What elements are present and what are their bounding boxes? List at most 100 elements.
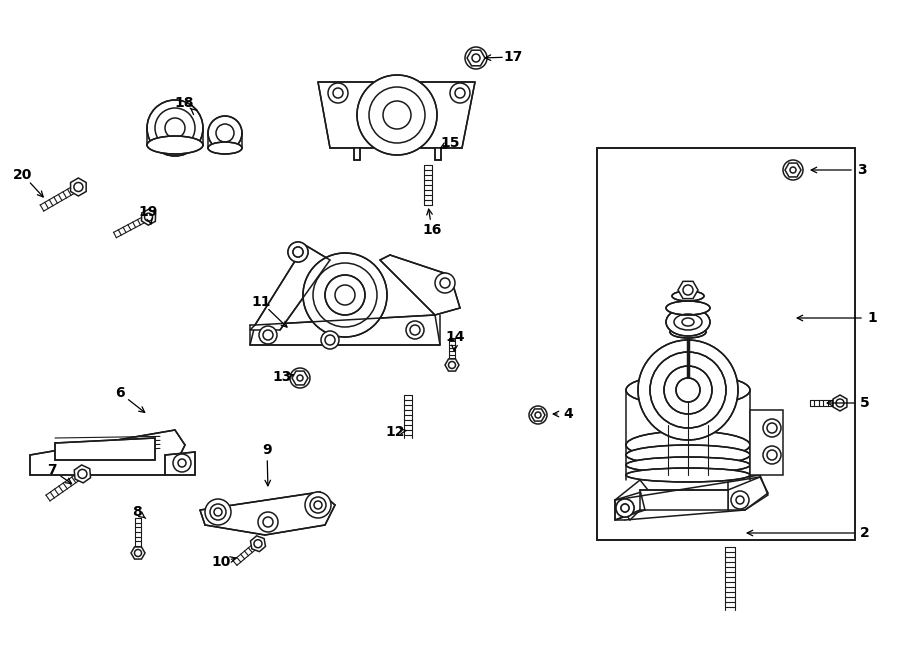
Polygon shape (70, 178, 86, 196)
Polygon shape (467, 50, 485, 66)
Circle shape (288, 242, 308, 262)
Circle shape (535, 412, 541, 418)
Polygon shape (318, 82, 475, 148)
Bar (597, 148, 855, 540)
Ellipse shape (626, 457, 750, 473)
Polygon shape (250, 536, 266, 551)
Ellipse shape (670, 326, 706, 338)
Circle shape (254, 540, 262, 548)
Circle shape (325, 275, 365, 315)
Circle shape (450, 83, 470, 103)
Text: 9: 9 (262, 443, 272, 457)
Polygon shape (678, 282, 698, 299)
Circle shape (736, 496, 744, 504)
Polygon shape (615, 480, 648, 520)
Circle shape (638, 340, 738, 440)
Circle shape (621, 504, 629, 512)
Polygon shape (785, 163, 801, 177)
Circle shape (290, 368, 310, 388)
Circle shape (303, 253, 387, 337)
Polygon shape (141, 209, 156, 225)
Text: 8: 8 (132, 505, 142, 519)
Polygon shape (55, 438, 155, 460)
Circle shape (790, 167, 796, 173)
Polygon shape (250, 315, 440, 345)
Circle shape (321, 331, 339, 349)
Circle shape (455, 88, 465, 98)
Circle shape (664, 366, 712, 414)
Ellipse shape (626, 431, 750, 459)
Polygon shape (615, 490, 648, 520)
Circle shape (208, 116, 242, 150)
Circle shape (74, 182, 83, 192)
Circle shape (731, 491, 749, 509)
Text: 1: 1 (867, 311, 877, 325)
Circle shape (205, 499, 231, 525)
Text: 20: 20 (14, 168, 32, 182)
Text: 5: 5 (860, 396, 870, 410)
Text: 6: 6 (115, 386, 125, 400)
Polygon shape (531, 409, 545, 421)
Circle shape (325, 335, 335, 345)
Circle shape (650, 352, 726, 428)
Circle shape (783, 160, 803, 180)
Circle shape (259, 326, 277, 344)
Circle shape (683, 285, 693, 295)
Circle shape (440, 278, 450, 288)
Polygon shape (354, 148, 360, 160)
Circle shape (406, 321, 424, 339)
Ellipse shape (672, 291, 704, 301)
Circle shape (310, 497, 326, 513)
Circle shape (763, 446, 781, 464)
Circle shape (616, 499, 634, 517)
Polygon shape (165, 452, 195, 475)
Ellipse shape (626, 374, 750, 406)
Circle shape (214, 508, 222, 516)
Circle shape (305, 492, 331, 518)
Text: 7: 7 (47, 463, 57, 477)
Circle shape (258, 512, 278, 532)
Ellipse shape (666, 301, 710, 315)
Text: 12: 12 (385, 425, 405, 439)
Ellipse shape (208, 142, 242, 154)
Text: 13: 13 (273, 370, 292, 384)
Circle shape (472, 54, 480, 62)
Polygon shape (200, 492, 335, 535)
Circle shape (263, 517, 273, 527)
Circle shape (293, 247, 303, 257)
Circle shape (134, 549, 141, 557)
Circle shape (836, 399, 844, 407)
Text: 15: 15 (440, 136, 460, 150)
Circle shape (328, 83, 348, 103)
Circle shape (357, 75, 437, 155)
Circle shape (465, 47, 487, 69)
Circle shape (210, 504, 226, 520)
Text: 10: 10 (212, 555, 230, 569)
Text: 17: 17 (503, 50, 523, 64)
Circle shape (297, 375, 303, 381)
Circle shape (145, 213, 153, 221)
Circle shape (178, 459, 186, 467)
Ellipse shape (666, 308, 710, 336)
Circle shape (410, 325, 420, 335)
Text: 4: 4 (563, 407, 573, 421)
Polygon shape (750, 410, 783, 475)
Polygon shape (131, 547, 145, 559)
Circle shape (767, 423, 777, 433)
Ellipse shape (626, 445, 750, 465)
Text: 16: 16 (422, 223, 442, 237)
Text: 2: 2 (860, 526, 870, 540)
Polygon shape (833, 395, 847, 411)
Polygon shape (30, 430, 185, 475)
Polygon shape (380, 255, 460, 315)
Circle shape (448, 362, 455, 368)
Circle shape (676, 378, 700, 402)
Circle shape (147, 100, 203, 156)
Polygon shape (445, 359, 459, 371)
Circle shape (435, 273, 455, 293)
Circle shape (314, 501, 322, 509)
Circle shape (621, 504, 629, 512)
Text: 3: 3 (857, 163, 867, 177)
Circle shape (767, 450, 777, 460)
Polygon shape (250, 245, 330, 330)
